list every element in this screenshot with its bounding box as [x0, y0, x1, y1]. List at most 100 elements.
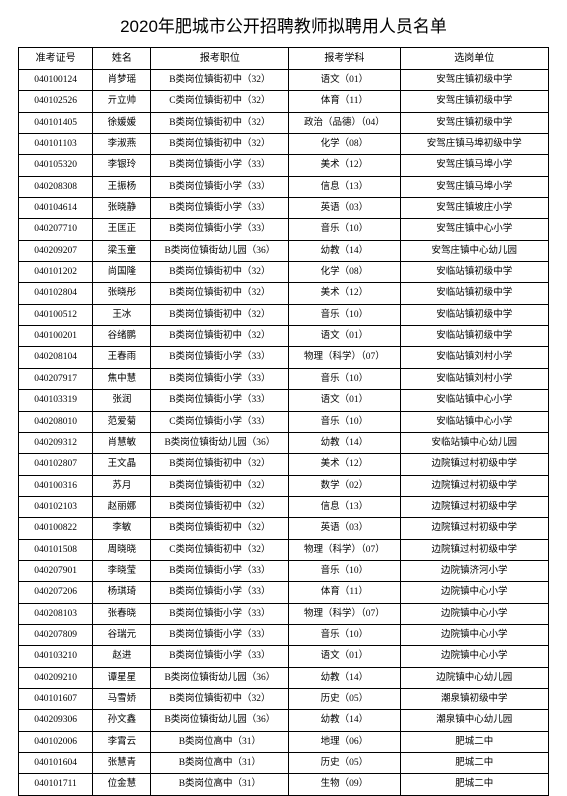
table-cell: 徐媛媛	[93, 112, 151, 133]
table-cell: 赵丽娜	[93, 496, 151, 517]
table-cell: 张晓彤	[93, 283, 151, 304]
table-row: 040100316苏月B类岗位镇街初中（32）数学（02）边院镇过村初级中学	[19, 475, 549, 496]
table-cell: 040102804	[19, 283, 93, 304]
table-cell: 040103210	[19, 646, 93, 667]
table-cell: 位金慧	[93, 774, 151, 795]
table-row: 040101607马雪娇B类岗位镇街初中（32）历史（05）潮泉镇初级中学	[19, 688, 549, 709]
table-cell: 边院镇过村初级中学	[400, 539, 548, 560]
table-row: 040101711位金慧B类岗位高中（31）生物（09）肥城二中	[19, 774, 549, 795]
table-cell: 李淑燕	[93, 134, 151, 155]
table-cell: 安驾庄镇初级中学	[400, 70, 548, 91]
table-cell: B类岗位镇街小学（33）	[151, 390, 289, 411]
table-cell: 边院镇中心小学	[400, 582, 548, 603]
table-cell: 张润	[93, 390, 151, 411]
table-row: 040208308王振杨B类岗位镇街小学（33）信息（13）安驾庄镇马埠小学	[19, 176, 549, 197]
table-cell: 040105320	[19, 155, 93, 176]
table-cell: 肥城二中	[400, 753, 548, 774]
table-cell: 梁玉童	[93, 240, 151, 261]
table-cell: 化学（08）	[289, 262, 400, 283]
table-cell: 边院镇过村初级中学	[400, 475, 548, 496]
table-cell: 040101103	[19, 134, 93, 155]
table-cell: 安临站镇初级中学	[400, 283, 548, 304]
table-cell: 040101711	[19, 774, 93, 795]
table-cell: 王文晶	[93, 454, 151, 475]
table-cell: B类岗位镇街幼儿园（36）	[151, 432, 289, 453]
table-cell: 谷瑞元	[93, 624, 151, 645]
table-cell: 音乐（10）	[289, 368, 400, 389]
table-cell: B类岗位镇街小学（33）	[151, 176, 289, 197]
table-row: 040102526亓立帅C类岗位镇街初中（32）体育（11）安驾庄镇初级中学	[19, 91, 549, 112]
table-cell: B类岗位镇街小学（33）	[151, 560, 289, 581]
table-cell: 范爱菊	[93, 411, 151, 432]
table-cell: B类岗位镇街小学（33）	[151, 368, 289, 389]
table-cell: 语文（01）	[289, 70, 400, 91]
table-cell: B类岗位镇街初中（32）	[151, 688, 289, 709]
table-cell: 美术（12）	[289, 155, 400, 176]
table-cell: 历史（05）	[289, 753, 400, 774]
table-cell: 赵进	[93, 646, 151, 667]
table-cell: 音乐（10）	[289, 624, 400, 645]
table-cell: 地理（06）	[289, 731, 400, 752]
table-cell: B类岗位镇街小学（33）	[151, 624, 289, 645]
header-position: 报考职位	[151, 48, 289, 70]
table-row: 040208104王春雨B类岗位镇街小学（33）物理（科学）（07）安临站镇刘村…	[19, 347, 549, 368]
table-cell: B类岗位镇街初中（32）	[151, 496, 289, 517]
table-cell: 尚国隆	[93, 262, 151, 283]
table-cell: B类岗位镇街小学（33）	[151, 582, 289, 603]
table-cell: 语文（01）	[289, 390, 400, 411]
table-cell: 肥城二中	[400, 731, 548, 752]
table-row: 040103210赵进B类岗位镇街小学（33）语文（01）边院镇中心小学	[19, 646, 549, 667]
table-cell: 政治（品德）（04）	[289, 112, 400, 133]
table-cell: 040100201	[19, 326, 93, 347]
table-cell: 王春雨	[93, 347, 151, 368]
table-header-row: 准考证号 姓名 报考职位 报考学科 选岗单位	[19, 48, 549, 70]
table-cell: 马雪娇	[93, 688, 151, 709]
table-cell: 物理（科学）（07）	[289, 347, 400, 368]
table-cell: B类岗位高中（31）	[151, 731, 289, 752]
table-cell: 安驾庄镇马埠小学	[400, 155, 548, 176]
table-cell: 040102103	[19, 496, 93, 517]
table-cell: 040207710	[19, 219, 93, 240]
table-cell: 边院镇济河小学	[400, 560, 548, 581]
roster-table: 准考证号 姓名 报考职位 报考学科 选岗单位 040100124肖梦瑶B类岗位镇…	[18, 47, 549, 796]
table-cell: 音乐（10）	[289, 560, 400, 581]
table-row: 040102804张晓彤B类岗位镇街初中（32）美术（12）安临站镇初级中学	[19, 283, 549, 304]
table-cell: 物理（科学）（07）	[289, 539, 400, 560]
table-cell: 英语（03）	[289, 518, 400, 539]
table-cell: C类岗位镇街初中（32）	[151, 539, 289, 560]
table-cell: B类岗位镇街小学（33）	[151, 155, 289, 176]
table-cell: 历史（05）	[289, 688, 400, 709]
table-cell: 安临站镇中心小学	[400, 411, 548, 432]
table-cell: 040101405	[19, 112, 93, 133]
table-row: 040102103赵丽娜B类岗位镇街初中（32）信息（13）边院镇过村初级中学	[19, 496, 549, 517]
header-id: 准考证号	[19, 48, 93, 70]
table-row: 040104614张晓静B类岗位镇街小学（33）英语（03）安驾庄镇坡庄小学	[19, 198, 549, 219]
table-row: 040207710王匡正B类岗位镇街小学（33）音乐（10）安驾庄镇中心小学	[19, 219, 549, 240]
table-cell: 安驾庄镇中心幼儿园	[400, 240, 548, 261]
table-cell: 040101604	[19, 753, 93, 774]
table-row: 040209207梁玉童B类岗位镇街幼儿园（36）幼教（14）安驾庄镇中心幼儿园	[19, 240, 549, 261]
table-cell: 040209210	[19, 667, 93, 688]
table-cell: 化学（08）	[289, 134, 400, 155]
table-cell: 040207901	[19, 560, 93, 581]
table-cell: 040103319	[19, 390, 93, 411]
table-row: 040207901李晓莹B类岗位镇街小学（33）音乐（10）边院镇济河小学	[19, 560, 549, 581]
table-cell: 040209312	[19, 432, 93, 453]
table-cell: 李银玲	[93, 155, 151, 176]
table-cell: B类岗位镇街初中（32）	[151, 70, 289, 91]
table-cell: 李霄云	[93, 731, 151, 752]
table-cell: 边院镇中心幼儿园	[400, 667, 548, 688]
table-cell: 张春晓	[93, 603, 151, 624]
table-cell: B类岗位镇街初中（32）	[151, 304, 289, 325]
table-cell: 苏月	[93, 475, 151, 496]
table-row: 040102006李霄云B类岗位高中（31）地理（06）肥城二中	[19, 731, 549, 752]
table-cell: 边院镇过村初级中学	[400, 496, 548, 517]
table-cell: 040102526	[19, 91, 93, 112]
table-cell: 040207917	[19, 368, 93, 389]
table-cell: 肖慧敏	[93, 432, 151, 453]
table-cell: 边院镇中心小学	[400, 646, 548, 667]
header-name: 姓名	[93, 48, 151, 70]
table-row: 040100124肖梦瑶B类岗位镇街初中（32）语文（01）安驾庄镇初级中学	[19, 70, 549, 91]
table-row: 040100201谷绪鹏B类岗位镇街初中（32）语文（01）安临站镇初级中学	[19, 326, 549, 347]
table-cell: 040100822	[19, 518, 93, 539]
